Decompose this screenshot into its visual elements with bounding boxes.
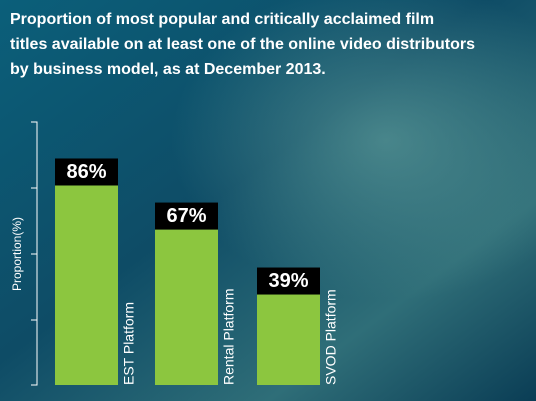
bar xyxy=(257,294,320,385)
y-axis xyxy=(31,121,38,386)
y-axis-label: Proportion(%) xyxy=(10,217,24,291)
chart-title: by business model, as at December 2013. xyxy=(10,61,326,78)
x-tick-label: EST Platform xyxy=(121,302,137,385)
value-label: 86% xyxy=(66,161,106,183)
value-label-box xyxy=(257,267,320,295)
bar xyxy=(155,229,218,385)
value-label-box xyxy=(155,202,218,230)
chart-title: titles available on at least one of the … xyxy=(10,36,475,53)
value-label-box xyxy=(55,158,118,186)
value-label: 67% xyxy=(166,205,206,227)
x-tick-label: SVOD Platform xyxy=(323,289,339,385)
x-tick-label: Rental Platform xyxy=(221,289,237,385)
bar xyxy=(55,185,118,385)
value-label: 39% xyxy=(268,270,308,292)
chart-title: Proportion of most popular and criticall… xyxy=(10,11,434,28)
